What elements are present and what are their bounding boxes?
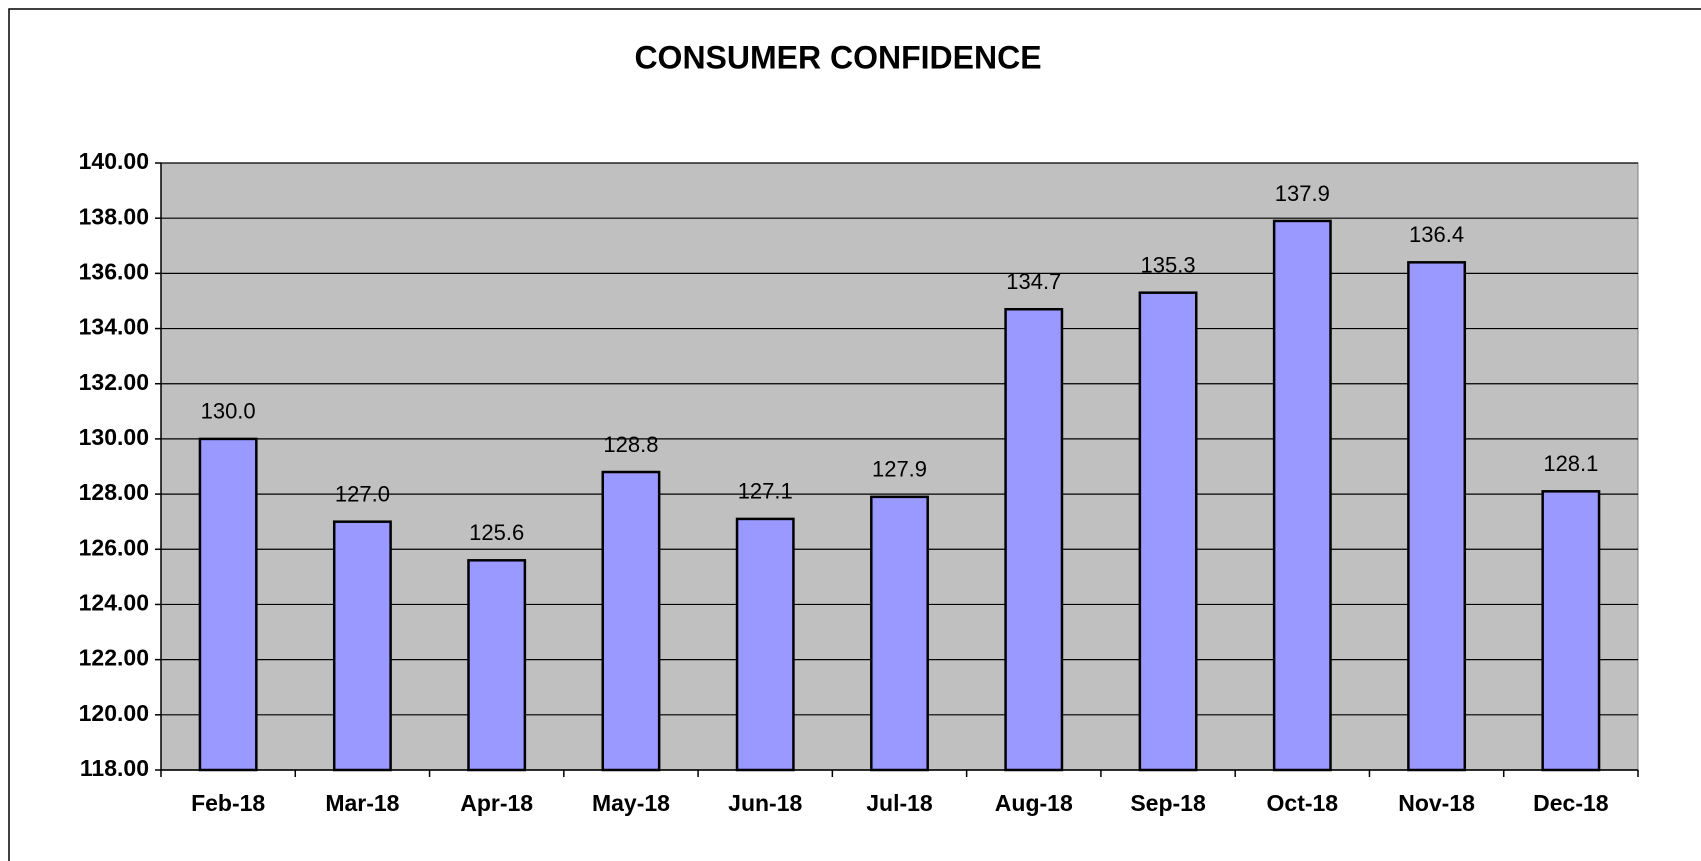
x-tick-label: Sep-18: [1130, 790, 1206, 816]
y-tick-label: 120.00: [79, 700, 149, 726]
bar: [870, 495, 929, 772]
bar: [601, 470, 661, 772]
x-tick-label: Dec-18: [1533, 790, 1609, 816]
bar: [1272, 219, 1332, 772]
y-tick-label: 122.00: [79, 645, 149, 671]
x-tick-label: Nov-18: [1398, 790, 1475, 816]
data-label: 137.9: [1275, 181, 1330, 206]
bar: [1004, 307, 1064, 772]
x-tick-label: Jun-18: [728, 790, 802, 816]
x-tick-label: Feb-18: [191, 790, 265, 816]
y-tick-label: 126.00: [79, 534, 149, 560]
y-tick-label: 136.00: [79, 258, 149, 284]
data-label: 136.4: [1409, 222, 1464, 247]
x-tick-label: Aug-18: [995, 790, 1073, 816]
y-tick-label: 128.00: [79, 479, 149, 505]
y-tick-label: 138.00: [79, 203, 149, 229]
x-tick-label: Jul-18: [866, 790, 933, 816]
x-tick-label: Apr-18: [460, 790, 533, 816]
y-tick-label: 118.00: [80, 755, 149, 781]
data-label: 134.7: [1006, 269, 1061, 294]
bar: [332, 520, 392, 772]
bar: [1138, 291, 1198, 772]
bar: [198, 437, 258, 772]
bar: [1407, 261, 1467, 772]
y-tick-label: 130.00: [79, 424, 149, 450]
data-label: 128.1: [1543, 451, 1598, 476]
chart-title: CONSUMER CONFIDENCE: [634, 39, 1041, 75]
data-label: 127.0: [335, 481, 390, 506]
data-label: 125.6: [469, 520, 524, 545]
bar: [467, 559, 527, 772]
data-label: 130.0: [201, 399, 256, 424]
bar: [1541, 490, 1601, 772]
x-tick-label: Mar-18: [325, 790, 399, 816]
y-tick-label: 140.00: [79, 148, 149, 174]
x-tick-label: May-18: [592, 790, 670, 816]
data-label: 128.8: [603, 432, 658, 457]
bar: [735, 517, 795, 772]
data-label: 127.9: [872, 457, 927, 482]
y-tick-label: 124.00: [79, 590, 149, 616]
y-tick-label: 132.00: [79, 369, 149, 395]
y-tick-label: 134.00: [79, 314, 149, 340]
x-tick-label: Oct-18: [1267, 790, 1339, 816]
data-label: 127.1: [738, 479, 793, 504]
data-label: 135.3: [1141, 252, 1196, 277]
